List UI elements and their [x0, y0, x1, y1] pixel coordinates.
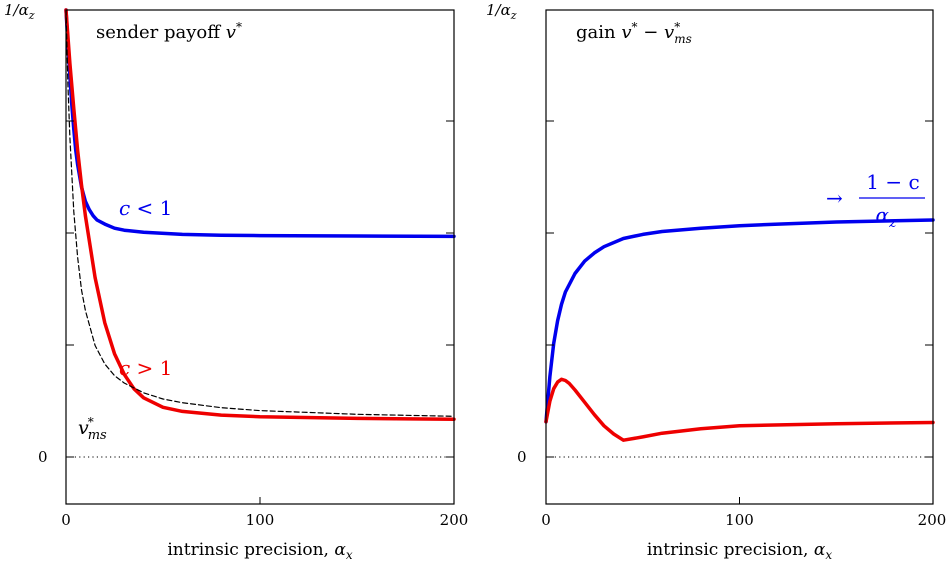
left-ytick-label-top: 1/αz — [4, 1, 35, 22]
right-ytick-label-zero: 0 — [517, 448, 527, 466]
series-label-vms: v* ms — [78, 415, 107, 443]
series-label-c-greater-1: c > 1 — [119, 356, 172, 380]
right-axes-frame — [545, 9, 934, 505]
right-xtick-label: 200 — [918, 511, 947, 529]
right-xtick-label: 0 — [541, 511, 551, 529]
left-panel-title: sender payoff v* — [96, 20, 242, 43]
limit-denominator: αz — [876, 203, 898, 231]
limit-arrow: → — [826, 186, 843, 210]
left-axes-frame — [65, 9, 455, 505]
right-ytick-label-top: 1/αz — [486, 1, 517, 22]
right-series-line-0 — [544, 218, 935, 424]
limit-annotation: → 1 − c αz — [826, 170, 925, 231]
series-label-c-less-1: c < 1 — [119, 196, 172, 220]
limit-numerator: 1 − c — [866, 170, 919, 194]
right-x-axis-label: intrinsic precision, αx — [647, 540, 832, 562]
right-xtick-label: 100 — [725, 511, 754, 529]
left-xtick-label: 200 — [440, 511, 469, 529]
left-xtick-label: 0 — [61, 511, 71, 529]
left-xtick-label: 100 — [246, 511, 275, 529]
right-panel: 1/αz 0 0 100 200 intrinsic precision, αx… — [486, 1, 946, 562]
right-panel-title: gain v* − v* ms — [576, 20, 692, 46]
right-series-line-1 — [544, 377, 935, 442]
left-plot-area — [64, 8, 456, 421]
left-ytick-label-zero: 0 — [38, 448, 48, 466]
left-x-axis-label: intrinsic precision, αx — [167, 540, 352, 562]
left-panel: 1/αz 0 0 100 200 intrinsic precision, αx… — [4, 1, 468, 562]
right-plot-area — [544, 218, 935, 442]
left-series-line-2 — [65, 9, 455, 417]
left-series-line-1 — [64, 8, 456, 421]
